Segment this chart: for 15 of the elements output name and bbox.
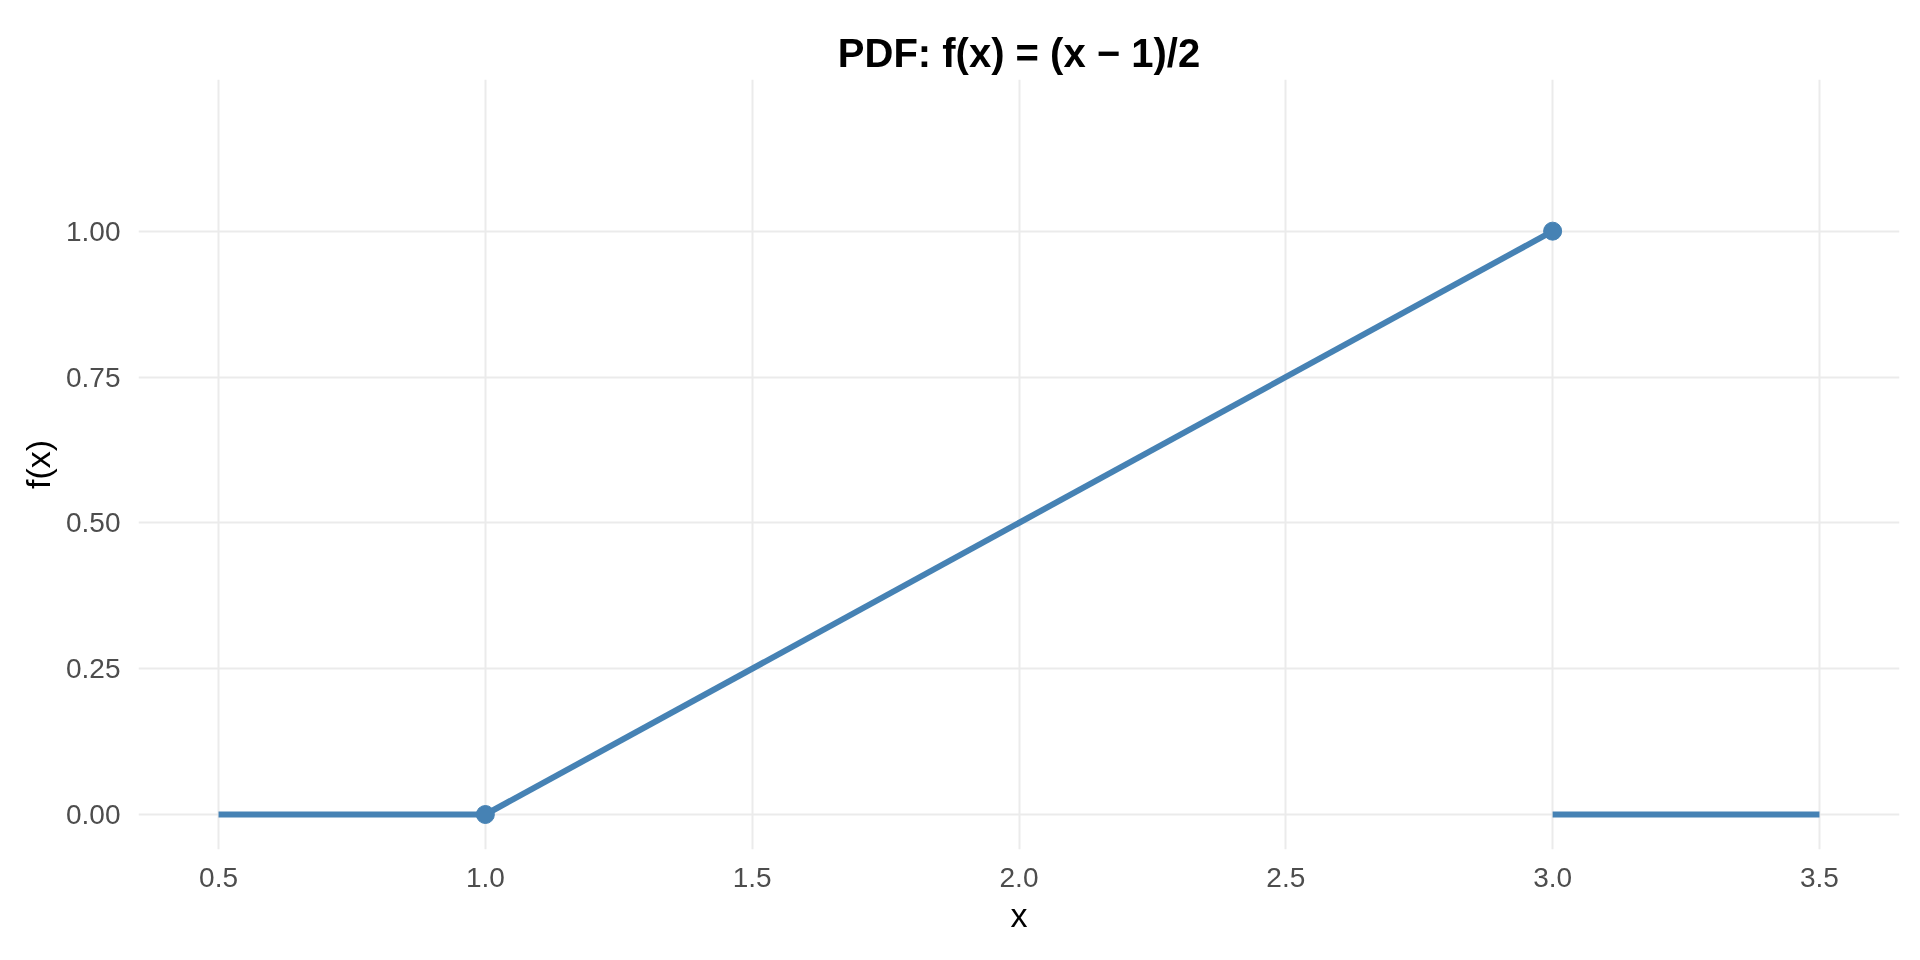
y-tick-label: 0.00 bbox=[66, 799, 121, 830]
x-tick-label: 1.5 bbox=[732, 861, 772, 893]
y-tick-label: 0.25 bbox=[66, 653, 121, 685]
x-tick-label: 2.5 bbox=[1266, 861, 1306, 893]
y-tick-label: 0.75 bbox=[66, 361, 121, 393]
y-tick-label: 1.00 bbox=[66, 215, 121, 247]
x-tick-label: 2.0 bbox=[999, 861, 1039, 893]
y-tick-label: 0.50 bbox=[66, 507, 121, 539]
x-tick-label: 3.0 bbox=[1533, 861, 1573, 893]
chart-title: PDF: f(x) = (x − 1)/2 bbox=[837, 30, 1201, 75]
y-axis-title: f(x) bbox=[19, 439, 57, 490]
x-tick-label: 0.5 bbox=[199, 861, 239, 893]
x-axis-title: x bbox=[1010, 895, 1028, 934]
x-tick-label: 1.0 bbox=[465, 861, 505, 893]
x-tick-label: 3.5 bbox=[1799, 861, 1839, 893]
